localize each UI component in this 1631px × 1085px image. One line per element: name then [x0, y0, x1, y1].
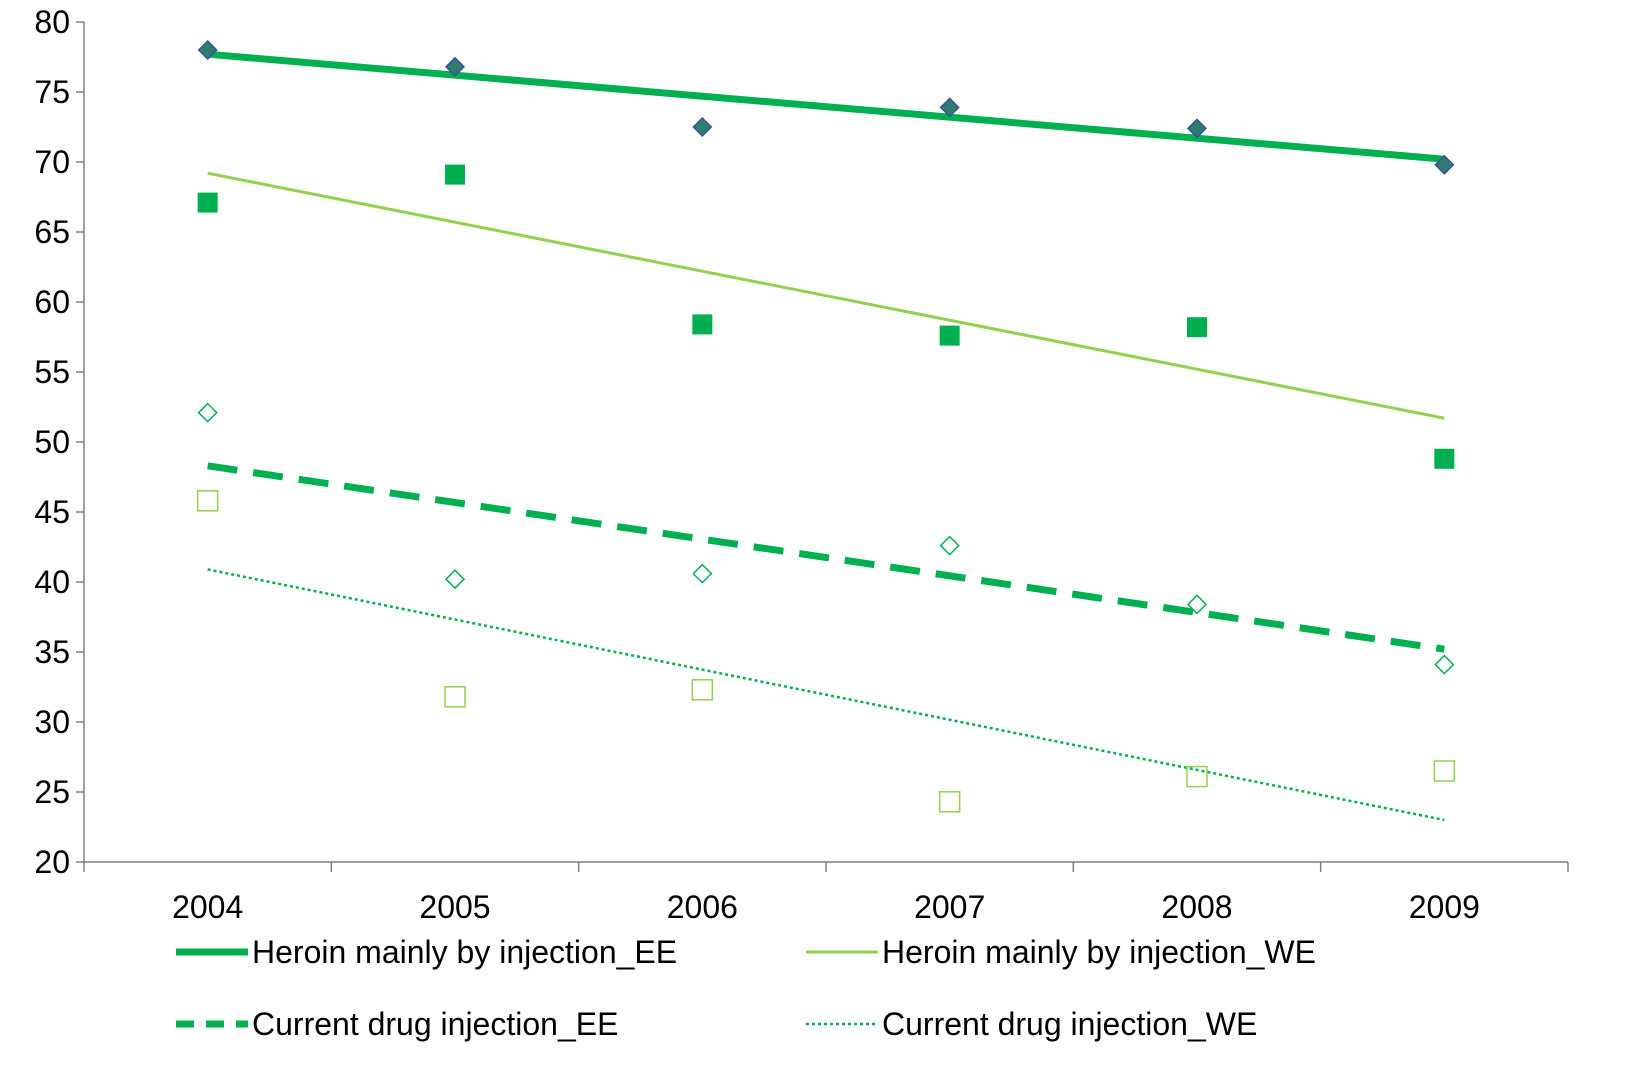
- data-point-series-4: [1186, 765, 1208, 788]
- trendline-series-4: [207, 568, 1445, 822]
- data-point-series-2: [939, 325, 960, 346]
- data-point-series-1: [197, 39, 218, 61]
- y-tick-label: 20: [34, 844, 70, 880]
- data-point-series-1: [1186, 118, 1208, 139]
- data-point-series-1: [1434, 154, 1455, 175]
- data-point-series-4: [691, 679, 714, 701]
- x-ticks: 2004 2005 2006 2007 2008 2009: [83, 862, 1569, 925]
- trendline-series-1: [207, 50, 1445, 163]
- x-tick-label: 2008: [1161, 889, 1232, 925]
- y-tick-label: 70: [34, 144, 70, 180]
- data-point-series-2: [1434, 448, 1455, 469]
- y-tick-label: 45: [34, 494, 70, 530]
- data-point-series-2: [445, 164, 465, 185]
- data-point-series-1: [939, 97, 960, 118]
- x-tick-label: 2004: [172, 889, 243, 925]
- data-point-series-3: [197, 402, 218, 423]
- data-point-series-3: [939, 535, 960, 556]
- data-point-series-4: [938, 791, 961, 813]
- data-point-series-4: [196, 490, 219, 512]
- data-point-series-3: [692, 563, 713, 584]
- y-tick-label: 30: [34, 704, 70, 740]
- x-tick-label: 2005: [419, 889, 490, 925]
- data-point-series-4: [444, 686, 466, 708]
- y-tick-label: 65: [34, 214, 70, 250]
- trendlines: [207, 50, 1445, 822]
- x-tick-label: 2009: [1409, 889, 1480, 925]
- y-tick-label: 35: [34, 634, 70, 670]
- data-point-series-3: [1186, 594, 1208, 615]
- y-tick-label: 40: [34, 564, 70, 600]
- y-tick-label: 25: [34, 774, 70, 810]
- data-point-series-3: [444, 569, 466, 590]
- y-tick-label: 60: [34, 284, 70, 320]
- markers: [196, 39, 1456, 813]
- data-point-series-1: [692, 116, 713, 138]
- y-ticks: 20 25 30 35 40 45 50 55 60 65 70 75 80: [34, 4, 84, 880]
- y-tick-label: 50: [34, 424, 70, 460]
- y-tick-label: 80: [34, 4, 70, 40]
- x-tick-label: 2007: [914, 889, 985, 925]
- data-point-series-2: [692, 314, 713, 335]
- legend: Heroin mainly by injection_EE Heroin main…: [176, 934, 1316, 1042]
- data-point-series-3: [1434, 654, 1455, 675]
- legend-label-series-2: Heroin mainly by injection_WE: [882, 934, 1316, 970]
- legend-label-series-1: Heroin mainly by injection_EE: [252, 934, 677, 970]
- x-tick-label: 2006: [667, 889, 738, 925]
- data-point-series-2: [1187, 317, 1207, 338]
- y-tick-label: 75: [34, 74, 70, 110]
- data-point-series-1: [444, 56, 466, 77]
- trendline-series-3: [207, 462, 1445, 653]
- data-point-series-4: [1433, 760, 1456, 782]
- legend-label-series-3: Current drug injection_EE: [252, 1006, 618, 1042]
- data-point-series-2: [197, 192, 218, 213]
- y-tick-label: 55: [34, 354, 70, 390]
- trendline-series-2: [207, 171, 1445, 420]
- legend-label-series-4: Current drug injection_WE: [882, 1006, 1257, 1042]
